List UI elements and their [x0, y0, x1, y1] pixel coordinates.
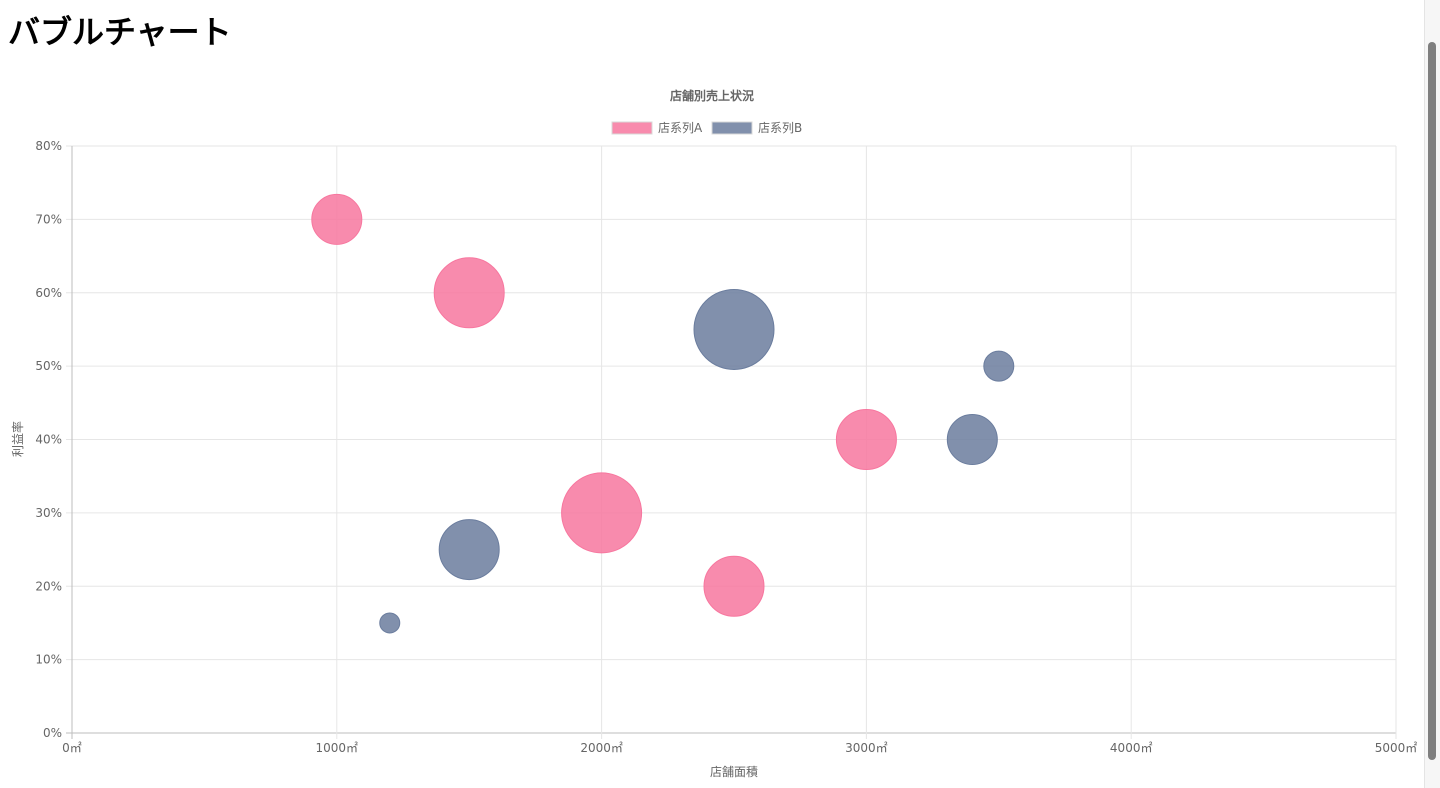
bubble-series-a	[561, 472, 643, 554]
bubble-series-b	[438, 519, 500, 581]
x-axis-label: 店舗面積	[710, 764, 758, 779]
bubble-series-b	[693, 288, 775, 370]
chart-legend: 店系列A 店系列B	[611, 121, 802, 135]
x-tick-label: 4000㎡	[1110, 741, 1153, 755]
y-tick-label: 30%	[35, 506, 62, 520]
chart-bubbles	[311, 193, 1015, 634]
chart-grid	[66, 145, 1397, 739]
y-tick-label: 50%	[35, 359, 62, 373]
bubble-series-a	[703, 555, 765, 617]
y-tick-label: 60%	[35, 286, 62, 300]
x-tick-label: 3000㎡	[845, 741, 888, 755]
legend-swatch	[611, 121, 653, 135]
legend-swatch	[711, 121, 753, 135]
page-title: バブルチャート	[8, 13, 232, 51]
y-tick-label: 20%	[35, 579, 62, 593]
x-tick-label: 2000㎡	[580, 741, 623, 755]
bubble-series-b	[983, 350, 1015, 382]
bubble-series-b	[379, 612, 401, 634]
y-tick-label: 70%	[35, 212, 62, 226]
scrollbar-thumb[interactable]	[1428, 42, 1436, 760]
bubble-series-a	[311, 193, 363, 245]
y-tick-label: 0%	[43, 726, 62, 740]
x-tick-label: 5000㎡	[1375, 741, 1418, 755]
legend-label: 店系列A	[658, 121, 703, 135]
y-tick-label: 40%	[35, 433, 62, 447]
bubble-series-b	[946, 414, 998, 465]
bubble-series-a	[835, 409, 897, 470]
chart-title: 店舗別売上状況	[670, 88, 754, 103]
legend-label: 店系列B	[758, 121, 802, 135]
x-tick-label: 1000㎡	[316, 741, 359, 755]
bubble-series-a	[433, 257, 505, 329]
y-tick-label: 80%	[35, 139, 62, 153]
chart-axes: 0% 10% 20% 30% 40% 50% 60% 70% 80% 0㎡ 1000㎡ 2000㎡ 30…	[35, 139, 1417, 755]
y-axis-label: 利益率	[10, 421, 25, 457]
y-tick-label: 10%	[35, 653, 62, 667]
x-tick-label: 0㎡	[62, 741, 82, 755]
